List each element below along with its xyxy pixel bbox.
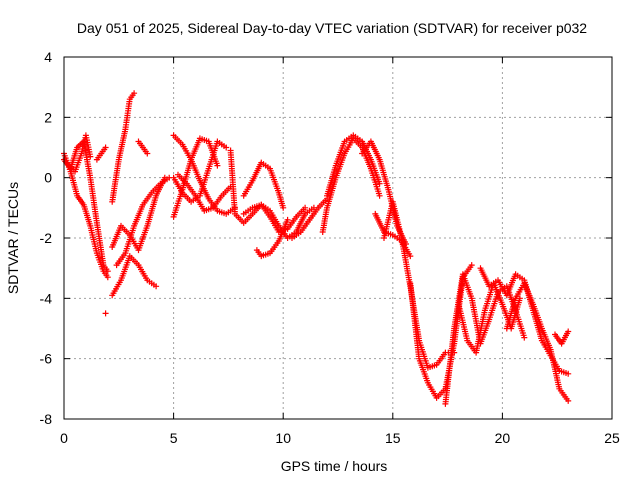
series-sat-i bbox=[113, 174, 173, 269]
chart-title: Day 051 of 2025, Sidereal Day-to-day VTE… bbox=[77, 20, 587, 36]
data-point-markers bbox=[135, 138, 151, 157]
series-sat-o bbox=[227, 147, 309, 235]
y-tick-label: -6 bbox=[40, 351, 53, 367]
series-sat-n bbox=[175, 171, 234, 214]
y-tick-label: 2 bbox=[44, 109, 52, 125]
y-tick-label: 0 bbox=[44, 170, 52, 186]
series-sat-g bbox=[109, 253, 160, 299]
data-point-markers bbox=[319, 135, 383, 235]
x-tick-label: 5 bbox=[170, 430, 178, 446]
data-point-markers bbox=[372, 210, 414, 260]
data-point-markers bbox=[503, 280, 572, 404]
y-tick-label: -8 bbox=[40, 411, 53, 427]
x-tick-label: 20 bbox=[495, 430, 511, 446]
axis-ticks: 0 5 10 15 20 25 -8 -6 -4 -2 0 2 4 bbox=[40, 49, 620, 446]
x-tick-label: 10 bbox=[275, 430, 291, 446]
x-tick-label: 15 bbox=[385, 430, 401, 446]
x-tick-label: 25 bbox=[604, 430, 620, 446]
x-axis-label: GPS time / hours bbox=[281, 458, 388, 474]
data-point-markers bbox=[109, 90, 138, 205]
data-point-markers bbox=[93, 144, 109, 163]
series-sat-t bbox=[319, 135, 383, 235]
data-point-markers bbox=[240, 159, 287, 211]
series-sat-w bbox=[372, 210, 414, 260]
series-sat-f bbox=[135, 138, 151, 157]
data-point-markers bbox=[175, 171, 234, 214]
y-tick-label: -4 bbox=[40, 290, 53, 306]
y-tick-label: -2 bbox=[40, 230, 53, 246]
data-point-markers bbox=[227, 147, 309, 235]
series-sat-h bbox=[109, 174, 168, 254]
data-point-markers bbox=[113, 174, 173, 269]
data-point-markers bbox=[289, 195, 330, 241]
series-sat-ad bbox=[552, 328, 572, 347]
series-sat-s bbox=[289, 195, 330, 241]
data-point-markers bbox=[109, 174, 168, 254]
series-sat-j bbox=[102, 310, 109, 317]
y-axis-label: SDTVAR / TECUs bbox=[5, 182, 21, 294]
series-sat-ac bbox=[503, 280, 572, 404]
data-point-markers bbox=[552, 328, 572, 347]
series-sat-c bbox=[63, 132, 94, 175]
data-point-markers bbox=[109, 253, 160, 299]
series-sat-p bbox=[240, 159, 287, 211]
x-tick-label: 0 bbox=[60, 430, 68, 446]
y-tick-label: 4 bbox=[44, 49, 52, 65]
series-sat-e bbox=[109, 90, 138, 205]
data-point-markers bbox=[63, 132, 94, 175]
data-point-markers bbox=[102, 310, 109, 317]
series-sat-d bbox=[93, 144, 109, 163]
